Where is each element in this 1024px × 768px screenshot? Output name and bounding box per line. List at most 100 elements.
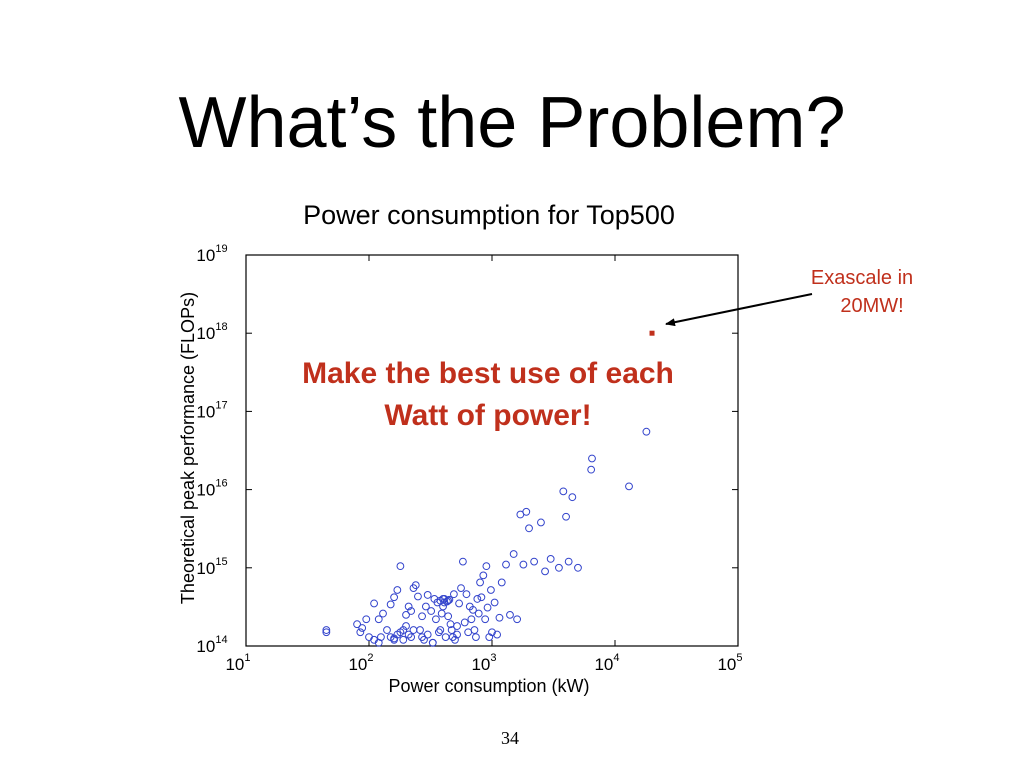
- data-point: [444, 596, 453, 605]
- x-axis-label: Power consumption (kW): [388, 676, 589, 696]
- data-point: [418, 612, 426, 621]
- data-point: [444, 612, 453, 621]
- data-point: [451, 635, 459, 644]
- x-tick-label: 104: [594, 652, 619, 674]
- exascale-target-point: [649, 330, 655, 336]
- overlay-text-line-1: Make the best use of each: [302, 357, 674, 390]
- data-point: [370, 599, 378, 608]
- y-tick-label: 1016: [196, 478, 227, 500]
- chart-ticks: 101 102 103 104 105 1014 1015 1016 1017 1018 1019: [196, 243, 742, 674]
- data-point: [470, 626, 479, 634]
- data-point: [439, 602, 447, 611]
- data-point: [437, 609, 446, 618]
- data-point: [568, 493, 577, 502]
- data-point: [402, 610, 410, 619]
- data-point: [482, 562, 491, 571]
- data-point: [407, 607, 416, 615]
- data-point: [464, 628, 473, 637]
- x-tick-label: 101: [225, 652, 250, 674]
- data-point: [393, 586, 402, 594]
- data-point: [490, 598, 499, 607]
- data-point: [537, 518, 545, 527]
- y-tick-label: 1017: [196, 399, 227, 421]
- data-point: [474, 609, 483, 618]
- data-point: [448, 633, 457, 641]
- exascale-annotation-line-1: Exascale in: [811, 267, 913, 289]
- data-point: [493, 630, 501, 639]
- data-point: [416, 626, 424, 634]
- data-point: [467, 615, 476, 624]
- data-point: [390, 593, 399, 602]
- data-point: [625, 482, 633, 491]
- data-point: [428, 638, 437, 647]
- data-point: [440, 598, 449, 607]
- y-axis-label: Theoretical peak performance (FLOPs): [178, 292, 198, 604]
- data-point: [383, 626, 391, 634]
- exascale-annotation-line-2: 20MW!: [840, 295, 903, 317]
- data-point: [434, 628, 443, 637]
- data-point: [479, 571, 488, 580]
- data-point: [487, 586, 495, 594]
- data-point: [439, 595, 447, 603]
- data-point: [386, 600, 395, 609]
- data-point: [587, 465, 596, 474]
- data-point: [519, 560, 528, 569]
- data-point: [502, 560, 510, 569]
- data-point: [495, 613, 504, 622]
- plot-frame: [245, 254, 739, 647]
- data-point: [546, 554, 555, 563]
- data-point: [469, 605, 477, 614]
- data-point: [559, 487, 568, 496]
- data-point: [322, 628, 331, 637]
- x-tick-label: 103: [471, 652, 496, 674]
- data-point: [353, 620, 361, 629]
- data-point: [396, 562, 405, 571]
- data-point: [421, 602, 430, 611]
- data-point: [423, 591, 432, 599]
- data-point: [356, 628, 365, 637]
- data-point: [472, 633, 480, 641]
- data-point: [322, 626, 331, 634]
- data-point: [404, 602, 413, 611]
- data-point: [399, 635, 408, 644]
- chart-title: Power consumption for Top500: [303, 200, 675, 230]
- data-point: [390, 634, 399, 643]
- data-point: [460, 618, 469, 627]
- data-point: [427, 607, 436, 615]
- data-point: [462, 590, 471, 599]
- chart-points: [322, 330, 655, 647]
- data-point: [407, 633, 416, 641]
- x-tick-label: 105: [717, 652, 742, 674]
- data-point: [455, 599, 463, 608]
- data-point: [555, 563, 563, 572]
- x-tick-label: 102: [348, 652, 373, 674]
- data-point: [404, 630, 413, 639]
- data-point: [414, 592, 422, 601]
- data-point: [453, 622, 461, 630]
- data-point: [562, 512, 570, 521]
- data-point: [399, 626, 408, 634]
- chart-axes: [245, 254, 739, 647]
- y-tick-label: 1018: [196, 321, 227, 343]
- data-point: [409, 626, 418, 634]
- data-point: [453, 630, 461, 639]
- data-point: [473, 595, 482, 603]
- data-point: [362, 615, 371, 624]
- data-point: [509, 550, 518, 558]
- data-point: [642, 427, 651, 436]
- data-point: [402, 622, 410, 630]
- data-point: [418, 633, 426, 641]
- data-point: [477, 593, 486, 602]
- data-point: [379, 609, 387, 618]
- data-point: [441, 633, 450, 641]
- exascale-arrow: [665, 293, 813, 327]
- page-number: 34: [501, 728, 519, 748]
- data-point: [476, 578, 484, 587]
- data-point: [449, 590, 458, 599]
- data-point: [481, 615, 490, 624]
- y-tick-label: 1019: [196, 243, 227, 265]
- data-point: [541, 567, 549, 576]
- slide-title: What’s the Problem?: [178, 83, 846, 163]
- y-tick-label: 1014: [196, 634, 227, 656]
